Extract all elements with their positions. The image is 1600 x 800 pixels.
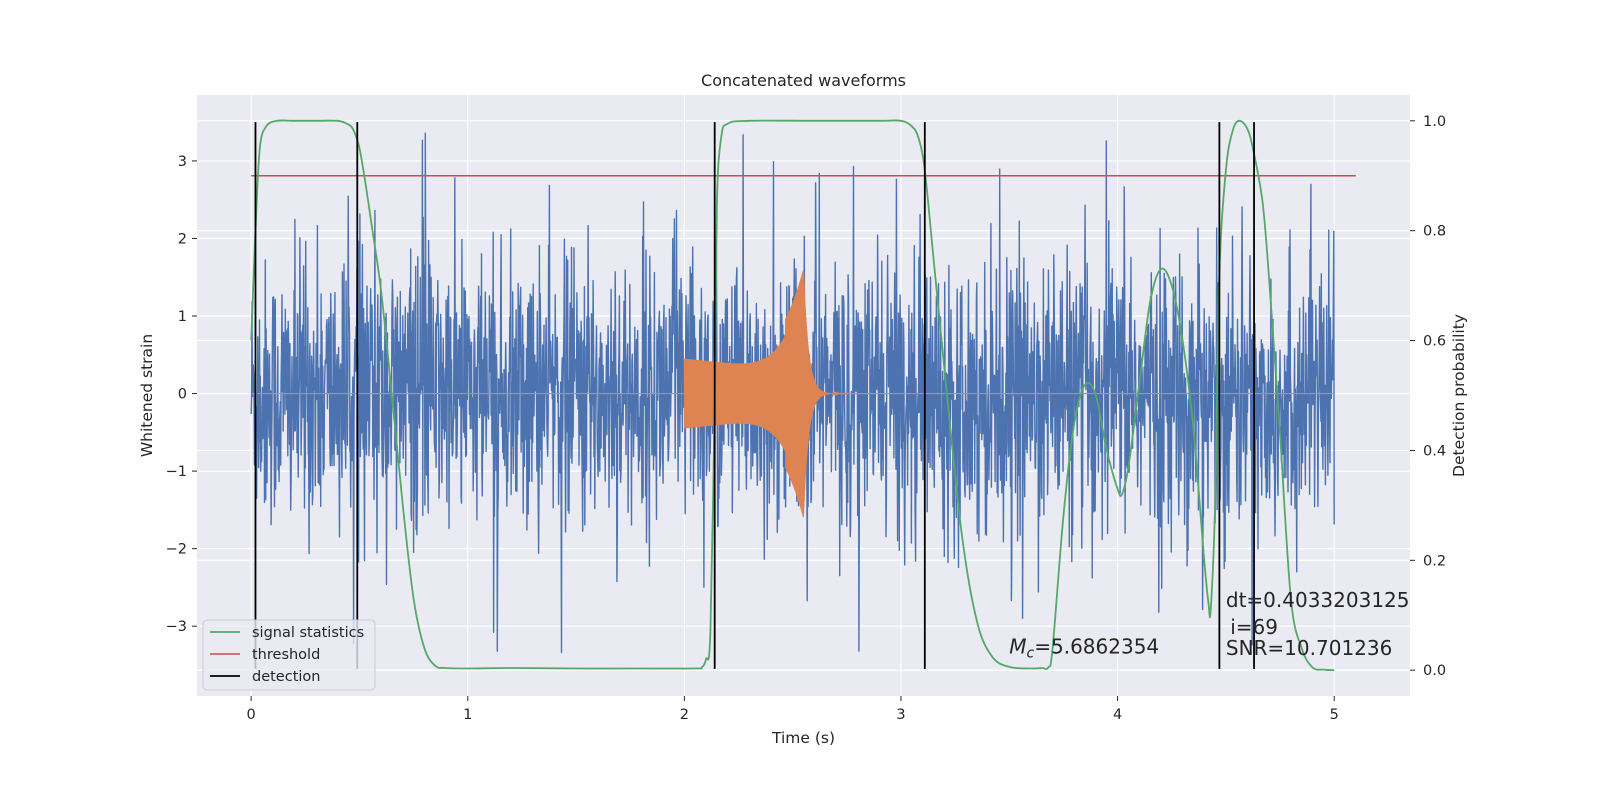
noise-series bbox=[250, 132, 1335, 654]
annotation-chirp-mass: Mc=5.6862354 bbox=[1009, 634, 1159, 661]
y-tick-label: 1 bbox=[178, 309, 187, 325]
series-layer bbox=[250, 119, 1356, 672]
x-tick-label: 3 bbox=[896, 707, 905, 723]
annotation-index: i=69 bbox=[1230, 615, 1278, 639]
x-tick-label: 0 bbox=[247, 707, 256, 723]
x-tick-label: 1 bbox=[463, 707, 472, 723]
x-tick-label: 5 bbox=[1330, 707, 1339, 723]
y2-tick-label: 0.6 bbox=[1423, 334, 1446, 350]
x-axis-title: Time (s) bbox=[771, 729, 835, 747]
y-tick-label: −2 bbox=[166, 542, 187, 558]
y2-tick-label: 1.0 bbox=[1423, 114, 1446, 130]
y-tick-label: −3 bbox=[166, 619, 187, 635]
legend-signal-statistics-label: signal statistics bbox=[252, 625, 364, 641]
y2-tick-label: 0.8 bbox=[1423, 224, 1446, 240]
legend-detection-label: detection bbox=[252, 669, 320, 685]
legend-frame bbox=[202, 619, 376, 691]
y2-tick-label: 0.0 bbox=[1423, 663, 1446, 679]
y-tick-label: 2 bbox=[178, 231, 187, 247]
x-tick-label: 2 bbox=[680, 707, 689, 723]
annotation-dt: dt=0.4033203125 bbox=[1226, 588, 1410, 612]
y-tick-label: 3 bbox=[178, 154, 187, 170]
y-tick-label: 0 bbox=[178, 387, 187, 403]
detection-lines bbox=[254, 122, 1255, 669]
mc-subscript: c bbox=[1027, 645, 1035, 661]
y2-axis-title: Detection probability bbox=[1450, 314, 1468, 477]
legend: signal statistics threshold detection bbox=[202, 619, 376, 691]
legend-threshold-label: threshold bbox=[252, 647, 320, 663]
mc-base: M bbox=[1009, 634, 1026, 658]
chart-title: Concatenated waveforms bbox=[701, 71, 906, 90]
ticks: 0 1 2 3 4 5 −3 −2 −1 0 1 2 3 0.0 0.2 0.4 0.6 0.8 1.0 bbox=[166, 114, 1446, 723]
annotations: Mc=5.6862354 dt=0.4033203125 i=69 SNR=10… bbox=[1009, 588, 1409, 662]
y-tick-label: −1 bbox=[166, 464, 187, 480]
y2-tick-label: 0.2 bbox=[1423, 553, 1446, 569]
mc-value: =5.6862354 bbox=[1034, 634, 1159, 658]
annotation-snr: SNR=10.701236 bbox=[1226, 636, 1392, 660]
y-axis-title: Whitened strain bbox=[138, 334, 156, 457]
y2-tick-label: 0.4 bbox=[1423, 443, 1446, 459]
x-tick-label: 4 bbox=[1113, 707, 1122, 723]
